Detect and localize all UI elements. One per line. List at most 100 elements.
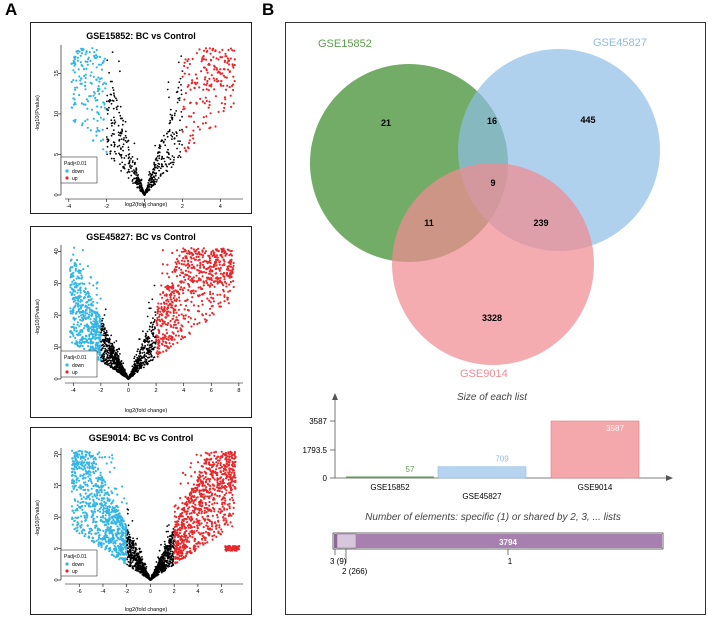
scatter-point: [193, 121, 195, 123]
scatter-point: [92, 284, 94, 286]
scatter-point: [96, 321, 98, 323]
scatter-point: [207, 284, 209, 286]
scatter-point: [118, 369, 120, 371]
scatter-point: [167, 322, 169, 324]
scatter-point: [215, 280, 217, 282]
scatter-point: [166, 293, 168, 295]
scatter-point: [175, 266, 177, 268]
scatter-point: [230, 492, 232, 494]
scatter-point: [123, 497, 125, 499]
scatter-point: [74, 290, 76, 292]
scatter-point: [231, 457, 233, 459]
scatter-point: [147, 331, 149, 333]
scatter-point: [209, 308, 211, 310]
scatter-point: [182, 257, 184, 259]
scatter-point: [138, 183, 140, 185]
scatter-point: [98, 130, 100, 132]
scatter-point: [224, 53, 226, 55]
scatter-point: [229, 451, 231, 453]
legend-up-marker: [65, 370, 68, 373]
scatter-point: [113, 100, 115, 102]
scatter-point: [128, 378, 130, 380]
scatter-point: [184, 279, 186, 281]
scatter-point: [198, 520, 200, 522]
scatter-point: [158, 307, 160, 309]
scatter-point: [151, 345, 153, 347]
scatter-point: [109, 153, 111, 155]
scatter-point: [72, 79, 74, 81]
scatter-point: [77, 302, 79, 304]
scatter-point: [195, 252, 197, 254]
scatter-point: [89, 478, 91, 480]
scatter-point: [136, 350, 138, 352]
scatter-point: [134, 366, 136, 368]
scatter-point: [81, 304, 83, 306]
scatter-point: [105, 514, 107, 516]
scatter-point: [98, 93, 100, 95]
scatter-point: [96, 516, 98, 518]
scatter-point: [118, 134, 120, 136]
scatter-point: [224, 300, 226, 302]
scatter-point: [213, 252, 215, 254]
scatter-point: [97, 90, 99, 92]
scatter-point: [216, 248, 218, 250]
scatter-point: [167, 536, 169, 538]
scatter-point: [114, 354, 116, 356]
scatter-point: [77, 450, 79, 452]
scatter-point: [151, 178, 153, 180]
scatter-point: [128, 146, 130, 148]
scatter-point: [227, 249, 229, 251]
scatter-point: [216, 495, 218, 497]
scatter-point: [87, 485, 89, 487]
scatter-point: [206, 51, 208, 53]
scatter-point: [143, 367, 145, 369]
scatter-point: [202, 475, 204, 477]
scatter-point: [198, 256, 200, 258]
scatter-point: [178, 81, 180, 83]
scatter-point: [124, 157, 126, 159]
scatter-point: [159, 155, 161, 157]
scatter-point: [177, 156, 179, 158]
scatter-point: [75, 270, 77, 272]
scatter-point: [101, 69, 103, 71]
scatter-point: [223, 107, 225, 109]
scatter-point: [121, 131, 123, 133]
scatter-point: [229, 71, 231, 73]
scatter-point: [89, 311, 91, 313]
scatter-point: [134, 173, 136, 175]
scatter-point: [187, 508, 189, 510]
scatter-point: [215, 272, 217, 274]
scatter-point: [121, 360, 123, 362]
scatter-point: [99, 56, 101, 58]
scatter-point: [130, 158, 132, 160]
scatter-point: [167, 347, 169, 349]
scatter-point: [186, 274, 188, 276]
scatter-point: [150, 322, 152, 324]
scatter-point: [117, 363, 119, 365]
scatter-point: [133, 370, 135, 372]
scatter-point: [108, 344, 110, 346]
scatter-point: [113, 360, 115, 362]
scatter-point: [106, 340, 108, 342]
scatter-point: [166, 273, 168, 275]
scatter-point: [143, 357, 145, 359]
scatter-point: [146, 348, 148, 350]
scatter-point: [206, 298, 208, 300]
scatter-point: [115, 98, 117, 100]
scatter-point: [87, 100, 89, 102]
scatter-point: [106, 128, 108, 130]
scatter-point: [97, 77, 99, 79]
scatter-point: [168, 524, 170, 526]
scatter-point: [109, 471, 111, 473]
scatter-point: [72, 298, 74, 300]
scatter-point: [96, 287, 98, 289]
scatter-point: [212, 477, 214, 479]
scatter-point: [213, 534, 215, 536]
scatter-point: [174, 137, 176, 139]
scatter-point: [78, 332, 80, 334]
scatter-point: [81, 530, 83, 532]
scatter-point: [106, 136, 108, 138]
scatter-point: [83, 535, 85, 537]
scatter-point: [103, 61, 105, 63]
scatter-point: [96, 282, 98, 284]
